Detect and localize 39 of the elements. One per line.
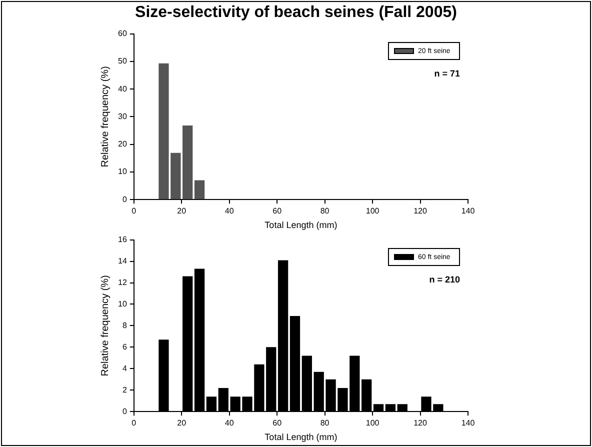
- y-tick-label: 10: [118, 167, 128, 176]
- y-axis-title: Relative frequency (%): [100, 66, 111, 168]
- x-tick-label: 140: [461, 206, 476, 216]
- x-tick-label: 40: [224, 418, 234, 428]
- x-axis-title: Total Length (mm): [264, 432, 338, 442]
- x-tick-label: 100: [366, 206, 380, 216]
- x-tick-label: 0: [132, 206, 137, 216]
- y-tick-label: 20: [118, 140, 128, 149]
- x-axis-title: Total Length (mm): [264, 220, 338, 230]
- y-tick-label: 8: [122, 320, 128, 330]
- y-tick-label: 12: [118, 278, 128, 287]
- x-tick-label: 100: [366, 418, 380, 428]
- x-tick-label: 20: [177, 418, 187, 428]
- y-tick-label: 14: [118, 256, 128, 266]
- y-axis-title: Relative frequency (%): [100, 275, 111, 376]
- x-tick-label: 40: [224, 206, 234, 216]
- y-tick-label: 10: [118, 299, 128, 308]
- x-tick-label: 20: [177, 206, 187, 216]
- annotation: n = 210: [429, 274, 460, 284]
- x-tick-label: 80: [320, 206, 330, 216]
- y-tick-label: 4: [122, 364, 128, 373]
- chart-title: Size-selectivity of beach seines (Fall 2005): [134, 4, 458, 22]
- x-tick-label: 120: [414, 418, 428, 428]
- y-tick-label: 16: [118, 235, 128, 244]
- x-tick-label: 80: [320, 418, 330, 428]
- y-tick-label: 40: [118, 84, 128, 94]
- x-tick-label: 60: [272, 206, 282, 216]
- y-tick-label: 60: [118, 29, 128, 38]
- y-tick-label: 0: [122, 194, 128, 204]
- annotation: n = 71: [434, 68, 460, 78]
- x-tick-label: 0: [132, 418, 137, 428]
- y-tick-label: 50: [118, 56, 128, 66]
- y-tick-label: 30: [118, 112, 128, 121]
- y-tick-label: 6: [122, 342, 128, 352]
- x-tick-label: 120: [414, 206, 428, 216]
- x-tick-label: 60: [272, 418, 282, 428]
- x-tick-label: 140: [461, 418, 476, 428]
- y-tick-label: 2: [122, 385, 128, 394]
- y-tick-label: 0: [122, 406, 128, 416]
